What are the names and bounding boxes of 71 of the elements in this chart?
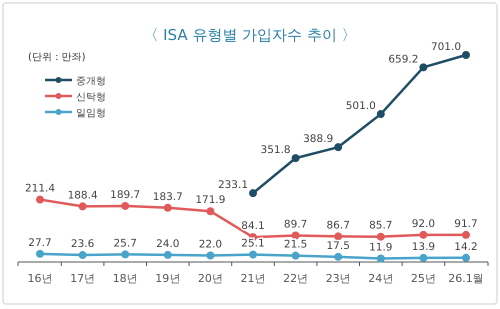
point (292, 232, 300, 240)
point (121, 202, 130, 210)
point (78, 202, 87, 210)
point (334, 143, 342, 152)
data-label: 13.9 (412, 240, 436, 253)
point (419, 230, 428, 239)
x-tick-label: 22년 (283, 272, 308, 285)
legend-label: 일임형 (76, 108, 106, 119)
data-label: 23.6 (70, 238, 95, 250)
point (121, 250, 130, 258)
x-tick-label: 20년 (198, 272, 223, 285)
data-label: 92.0 (412, 218, 436, 230)
annotation: (단위 : 만좌) (28, 52, 86, 63)
data-label: 21.5 (284, 238, 308, 251)
point (376, 110, 385, 118)
point (419, 63, 428, 72)
data-label: 17.5 (326, 240, 350, 252)
point (292, 252, 300, 260)
data-label: 84.1 (241, 220, 265, 232)
data-label: 189.7 (110, 188, 140, 201)
x-tick-label: 23년 (326, 272, 351, 285)
data-label: 24.0 (156, 238, 180, 250)
x-tick-label: 17년 (70, 272, 96, 285)
data-label: 351.8 (260, 144, 291, 156)
data-label: 659.2 (388, 53, 418, 66)
point (462, 51, 470, 59)
point (334, 232, 342, 240)
data-label: 89.7 (284, 218, 308, 231)
point (249, 250, 257, 259)
data-label: 25.7 (114, 237, 137, 250)
data-label: 233.1 (218, 179, 248, 192)
point (462, 230, 470, 239)
data-label: 183.7 (152, 190, 183, 203)
point (249, 189, 257, 198)
x-tick-label: 26.1월 (448, 272, 484, 285)
point (78, 251, 87, 260)
data-label: 11.9 (369, 241, 392, 254)
x-tick-label: 19년 (155, 272, 180, 285)
data-label: 501.0 (346, 100, 376, 112)
data-label: 211.4 (24, 182, 56, 195)
x-tick-label: 16년 (28, 272, 52, 285)
point (334, 252, 342, 261)
point (292, 154, 300, 162)
point (36, 196, 44, 204)
data-label: 86.7 (326, 219, 350, 232)
point (206, 207, 214, 216)
point (462, 254, 470, 262)
data-label: 388.9 (303, 133, 334, 146)
data-label: 91.7 (454, 218, 478, 230)
data-label: 701.0 (430, 41, 461, 53)
x-tick-label: 25년 (410, 272, 436, 285)
data-label: 25.1 (241, 238, 265, 250)
data-label: 85.7 (369, 220, 392, 232)
point (376, 232, 385, 241)
point (206, 252, 214, 260)
data-label: 27.7 (28, 236, 52, 249)
point (164, 204, 172, 212)
chart-title: 〈 ISA 유형별 가입자수 추이 〉 (143, 26, 357, 44)
point (419, 254, 428, 262)
point (164, 250, 172, 259)
x-tick-label: 18년 (112, 272, 138, 285)
data-label: 22.0 (198, 238, 222, 251)
x-tick-label: 24년 (368, 272, 394, 285)
data-label: 14.2 (454, 240, 478, 253)
x-tick-label: 21년 (240, 272, 266, 285)
legend-label: 신탁형 (76, 92, 106, 103)
point (36, 250, 44, 258)
data-label: 171.9 (195, 194, 226, 206)
point (376, 254, 385, 262)
data-label: 188.4 (68, 189, 98, 202)
legend-label: 중개형 (76, 76, 106, 87)
